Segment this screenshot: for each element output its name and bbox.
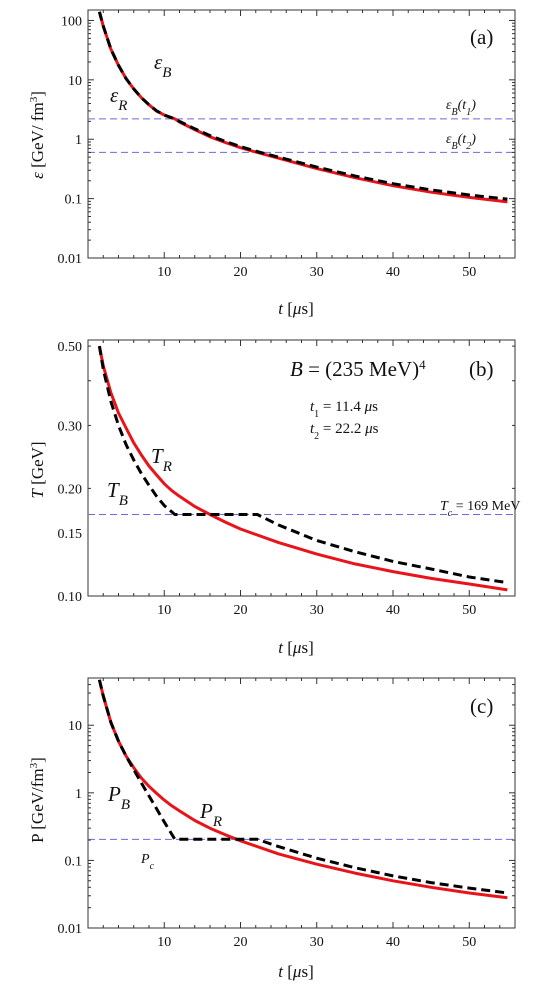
series-line-black-B xyxy=(97,679,508,895)
x-tick-label: 50 xyxy=(462,935,476,950)
x-tick-label: 40 xyxy=(386,603,400,618)
x-tick-label: 40 xyxy=(386,935,400,950)
t1-label: t1 = 11.4 μs xyxy=(310,399,378,420)
y-tick-label: 10 xyxy=(68,74,82,89)
bag-constant-label: B = (235 MeV)4 xyxy=(290,357,426,382)
ref-label-eps-t1: εB(t1) xyxy=(446,98,476,118)
panel-c-plot-area: 10 20 30 40 50 0.01 0.1 1 10 xyxy=(58,677,516,950)
x-tick-label: 20 xyxy=(234,603,248,618)
ref-label-pc: Pc xyxy=(140,852,155,872)
panel-c-tag: (c) xyxy=(470,694,493,718)
series-line-red-R xyxy=(97,345,508,592)
y-tick-label: 0.01 xyxy=(58,922,83,937)
y-tick-label: 0.10 xyxy=(58,590,83,605)
ref-label-eps-t2: εB(t2) xyxy=(446,132,476,152)
panel-a-y-axis-label: ε [GeV/ fm3] xyxy=(28,91,47,179)
x-tick-label: 30 xyxy=(310,935,324,950)
panel-a-plot-area: 10 20 30 40 50 0.01 0.1 1 10 100 xyxy=(58,9,516,280)
panel-b-y-axis-label: T [GeV] xyxy=(28,441,47,498)
y-tick-label: 0.01 xyxy=(58,252,83,267)
y-tick-label: 100 xyxy=(61,14,82,29)
y-tick-label: 0.20 xyxy=(58,482,83,497)
series-line-black-B xyxy=(97,345,508,585)
x-tick-label: 50 xyxy=(462,603,476,618)
panel-c-x-axis-label: t [μs] xyxy=(278,962,313,981)
x-tick-label: 30 xyxy=(310,265,324,280)
x-tick-label: 10 xyxy=(157,935,171,950)
y-tick-label: 1 xyxy=(75,787,82,802)
panel-a-x-axis-label: t [μs] xyxy=(278,299,313,318)
x-tick-label: 20 xyxy=(234,265,248,280)
x-tick-label: 10 xyxy=(157,265,171,280)
panel-c-y-axis-label: P [GeV/fm3] xyxy=(28,757,47,843)
panel-b-plot-area: 10 20 30 40 50 0.10 0.15 0.20 0.30 0.50 xyxy=(58,339,516,618)
panel-b-tag: (b) xyxy=(469,357,494,381)
x-tick-label: 30 xyxy=(310,603,324,618)
y-tick-label: 0.30 xyxy=(58,419,83,434)
curve-label-eps-r: εR xyxy=(110,83,127,114)
y-tick-label: 0.15 xyxy=(58,527,83,542)
y-tick-label: 0.1 xyxy=(65,193,83,208)
x-tick-label: 10 xyxy=(157,603,171,618)
x-tick-label: 50 xyxy=(462,265,476,280)
curve-label-p-b: PB xyxy=(107,782,130,813)
panel-b-x-axis-label: t [μs] xyxy=(278,638,313,657)
y-tick-label: 0.50 xyxy=(58,340,83,355)
y-tick-label: 10 xyxy=(68,719,82,734)
panel-b-temperature: 10 20 30 40 50 0.10 0.15 0.20 0.30 0.50 B = (235 … xyxy=(28,339,520,657)
x-tick-label: 40 xyxy=(386,265,400,280)
curve-label-eps-b: εB xyxy=(154,50,171,81)
t2-label: t2 = 22.2 μs xyxy=(310,421,379,442)
panel-a-energy-density: 10 20 30 40 50 0.01 0.1 1 10 100 (a) εB(t1) εB(t2… xyxy=(28,9,516,318)
x-tick-label: 20 xyxy=(234,935,248,950)
y-tick-label: 1 xyxy=(75,133,82,148)
panel-a-tag: (a) xyxy=(470,25,493,49)
series-line-red-R xyxy=(97,679,508,900)
curve-label-t-b: TB xyxy=(107,478,128,509)
series-line-red-R xyxy=(97,11,508,204)
ref-label-tc: Tc = 169 MeV xyxy=(440,499,520,519)
y-tick-label: 0.1 xyxy=(65,854,83,869)
